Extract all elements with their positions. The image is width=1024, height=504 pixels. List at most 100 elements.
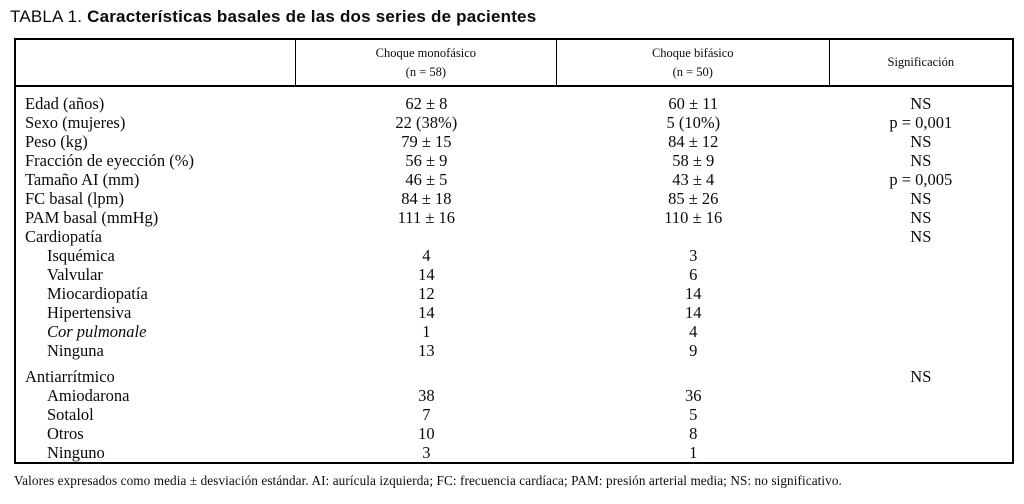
value-monophasic: 79 ± 15 <box>401 132 452 151</box>
significance-value <box>830 322 1012 341</box>
row-label: Ninguna <box>47 341 104 360</box>
value-monophasic: 14 <box>418 265 435 284</box>
significance-value: NS <box>910 189 932 208</box>
value-monophasic: 4 <box>422 246 431 265</box>
significance-value <box>830 341 1012 360</box>
significance-value <box>830 386 1012 405</box>
header-empty-cell <box>16 40 296 85</box>
significance-value: NS <box>910 208 932 227</box>
table-row: Ninguna 13 9 <box>16 341 1012 360</box>
value-biphasic: 1 <box>689 443 698 462</box>
significance-value: NS <box>910 151 932 170</box>
row-label: Cor pulmonale <box>47 322 147 341</box>
value-monophasic: 3 <box>422 443 431 462</box>
table-row: Fracción de eyección (%) 56 ± 9 58 ± 9 N… <box>16 151 1012 170</box>
data-table: Choque monofásico (n = 58) Choque bifási… <box>14 38 1014 464</box>
value-monophasic: 13 <box>418 341 435 360</box>
value-monophasic: 14 <box>418 303 435 322</box>
value-monophasic: 46 ± 5 <box>405 170 448 189</box>
row-label: Edad (años) <box>25 94 105 113</box>
value-biphasic: 84 ± 12 <box>668 132 719 151</box>
value-biphasic: 58 ± 9 <box>672 151 715 170</box>
significance-value <box>830 265 1012 284</box>
table-row: Peso (kg) 79 ± 15 84 ± 12 NS <box>16 132 1012 151</box>
value-monophasic: 38 <box>418 386 435 405</box>
value-biphasic: 8 <box>689 424 698 443</box>
significance-value <box>830 246 1012 265</box>
significance-value: NS <box>910 367 932 386</box>
row-label: Ninguno <box>47 443 105 462</box>
table-row: FC basal (lpm) 84 ± 18 85 ± 26 NS <box>16 189 1012 208</box>
row-label: Amiodarona <box>47 386 130 405</box>
value-biphasic: 14 <box>685 284 702 303</box>
header-label: Significación <box>887 55 955 70</box>
value-biphasic: 6 <box>689 265 698 284</box>
table-row: Sexo (mujeres) 22 (38%) 5 (10%) p = 0,00… <box>16 113 1012 132</box>
table-title: TABLA 1. Características basales de las … <box>10 7 536 27</box>
row-label: Isquémica <box>47 246 115 265</box>
table-row: Isquémica 4 3 <box>16 246 1012 265</box>
table-row: Edad (años) 62 ± 8 60 ± 11 NS <box>16 94 1012 113</box>
value-monophasic: 56 ± 9 <box>405 151 448 170</box>
value-biphasic: 9 <box>689 341 698 360</box>
value-monophasic: 12 <box>418 284 435 303</box>
value-monophasic <box>296 227 557 246</box>
row-label: Cardiopatía <box>25 227 102 246</box>
value-biphasic: 5 <box>689 405 698 424</box>
value-biphasic: 110 ± 16 <box>664 208 723 227</box>
table-row: Otros 10 8 <box>16 424 1012 443</box>
header-label: Choque monofásico <box>375 45 477 60</box>
significance-value: p = 0,005 <box>889 170 953 189</box>
table-row: Ninguno 3 1 <box>16 443 1012 462</box>
value-biphasic: 36 <box>685 386 702 405</box>
significance-value <box>830 303 1012 322</box>
table-row: Miocardiopatía 12 14 <box>16 284 1012 303</box>
table-body: Edad (años) 62 ± 8 60 ± 11 NS Sexo (muje… <box>16 87 1012 462</box>
header-monophasic: Choque monofásico (n = 58) <box>296 40 557 85</box>
row-label: Fracción de eyección (%) <box>25 151 195 170</box>
table-row: Valvular 14 6 <box>16 265 1012 284</box>
table-row: Hipertensiva 14 14 <box>16 303 1012 322</box>
significance-value <box>830 424 1012 443</box>
row-label: Valvular <box>47 265 103 284</box>
header-biphasic: Choque bifásico (n = 50) <box>557 40 830 85</box>
significance-value <box>830 443 1012 462</box>
row-label: PAM basal (mmHg) <box>25 208 159 227</box>
header-sublabel: (n = 50) <box>672 64 713 79</box>
table-row: Sotalol 7 5 <box>16 405 1012 424</box>
row-label: Sotalol <box>47 405 94 424</box>
significance-value <box>830 405 1012 424</box>
significance-value <box>830 284 1012 303</box>
significance-value: NS <box>910 94 932 113</box>
value-biphasic <box>557 367 830 386</box>
significance-value: NS <box>910 227 932 246</box>
value-monophasic: 7 <box>422 405 431 424</box>
value-monophasic: 1 <box>422 322 431 341</box>
table-header-row: Choque monofásico (n = 58) Choque bifási… <box>16 40 1012 87</box>
value-monophasic: 10 <box>418 424 435 443</box>
value-monophasic: 84 ± 18 <box>401 189 452 208</box>
header-sublabel: (n = 58) <box>405 64 447 79</box>
table-row: Tamaño AI (mm) 46 ± 5 43 ± 4 p = 0,005 <box>16 170 1012 189</box>
table-footnote: Valores expresados como media ± desviaci… <box>14 473 842 488</box>
value-monophasic: 62 ± 8 <box>405 94 448 113</box>
significance-value: NS <box>910 132 932 151</box>
header-label: Choque bifásico <box>651 45 734 60</box>
table-row: Cardiopatía NS <box>16 227 1012 246</box>
value-monophasic: 22 (38%) <box>395 113 458 132</box>
row-label: Hipertensiva <box>47 303 132 322</box>
table-row: Antiarrítmico NS <box>16 367 1012 386</box>
value-biphasic <box>557 227 830 246</box>
value-biphasic: 14 <box>685 303 702 322</box>
row-label: Miocardiopatía <box>47 284 148 303</box>
value-biphasic: 5 (10%) <box>666 113 721 132</box>
table-title-prefix: TABLA 1. <box>10 7 83 26</box>
value-biphasic: 85 ± 26 <box>668 189 719 208</box>
table-row: Cor pulmonale 1 4 <box>16 322 1012 341</box>
value-monophasic <box>296 367 557 386</box>
value-biphasic: 60 ± 11 <box>668 94 719 113</box>
value-monophasic: 111 ± 16 <box>397 208 456 227</box>
table-row: PAM basal (mmHg) 111 ± 16 110 ± 16 NS <box>16 208 1012 227</box>
table-row: Amiodarona 38 36 <box>16 386 1012 405</box>
significance-value: p = 0,001 <box>889 113 953 132</box>
